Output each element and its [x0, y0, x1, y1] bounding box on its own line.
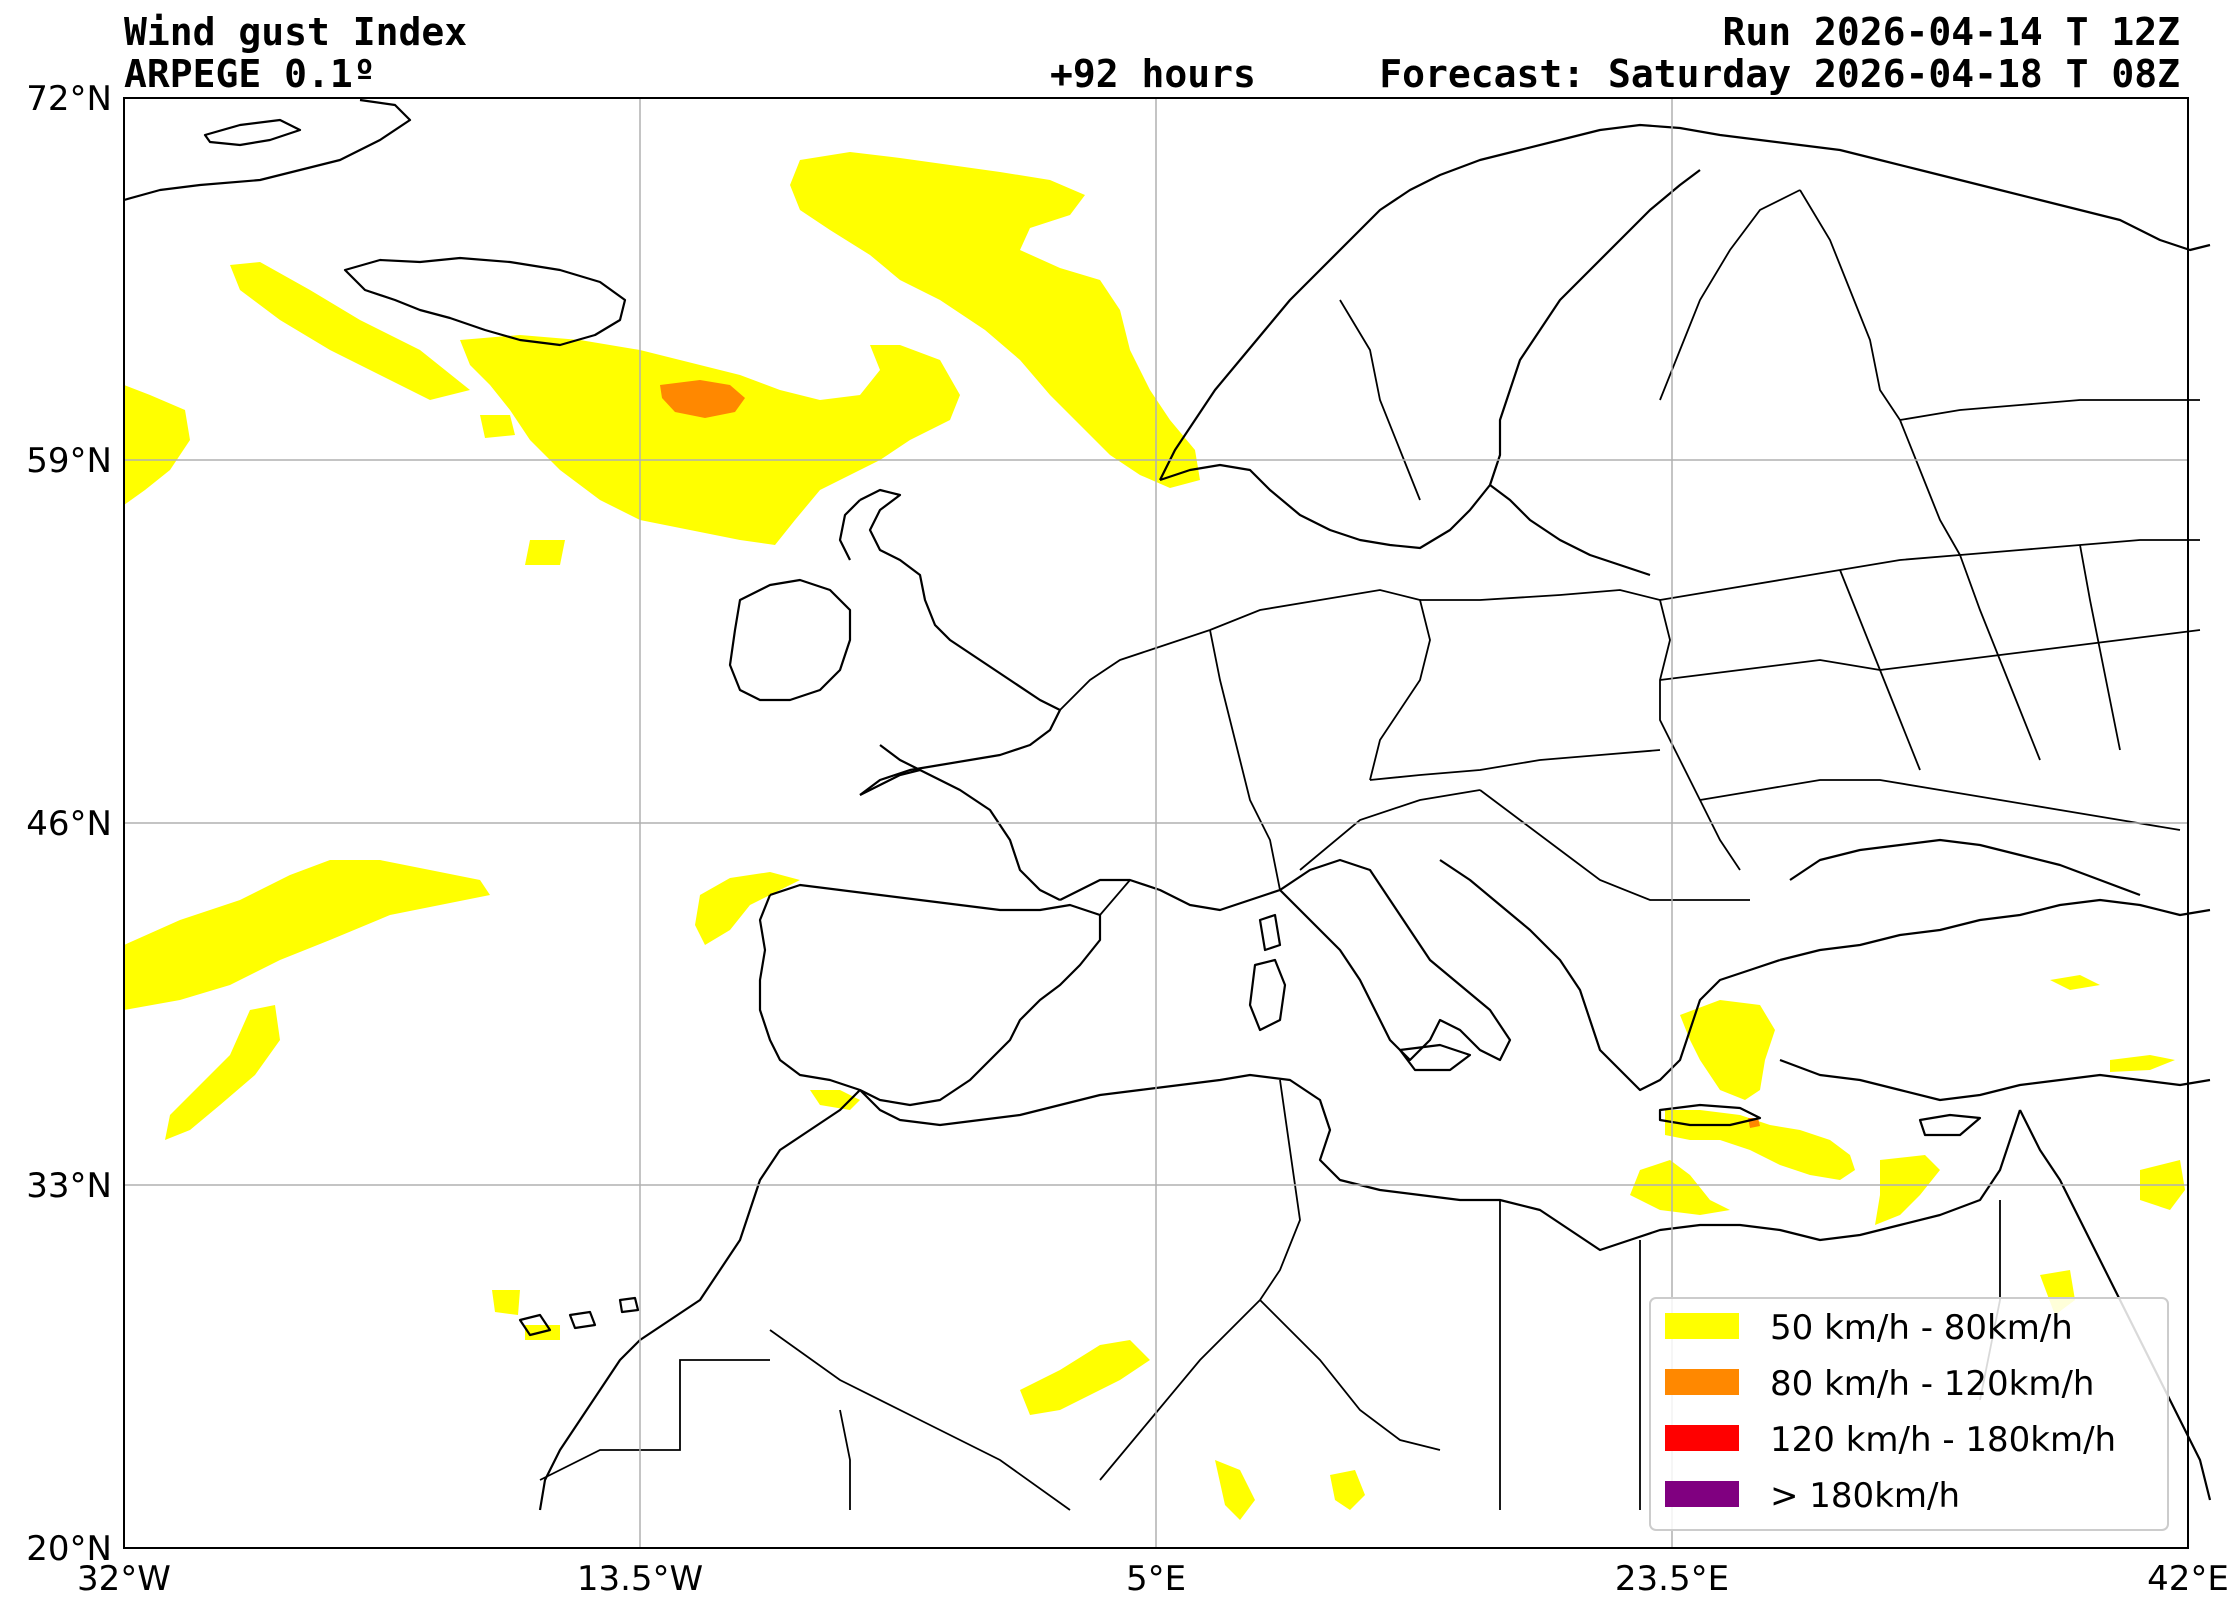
lat-tick-label: 33°N [26, 1166, 112, 1206]
map-title: Wind gust Index [124, 10, 468, 54]
legend-label: > 180km/h [1770, 1476, 1960, 1516]
legend-swatch-orange [1665, 1369, 1739, 1395]
lat-tick-label: 46°N [26, 804, 112, 844]
model-name: ARPEGE 0.1º [124, 52, 376, 96]
lon-tick-label: 32°W [77, 1559, 171, 1599]
legend-label: 120 km/h - 180km/h [1770, 1420, 2116, 1460]
legend-label: 80 km/h - 120km/h [1770, 1364, 2094, 1404]
legend-swatch-yellow [1665, 1313, 1739, 1339]
lat-tick-labels: 72°N 59°N 46°N 33°N 20°N [26, 79, 112, 1569]
lon-tick-label: 42°E [2147, 1559, 2229, 1599]
lon-tick-label: 23.5°E [1615, 1559, 1729, 1599]
legend: 50 km/h - 80km/h 80 km/h - 120km/h 120 k… [1649, 1297, 2169, 1531]
lon-tick-label: 5°E [1126, 1559, 1186, 1599]
legend-swatch-red [1665, 1425, 1739, 1451]
lat-tick-label: 20°N [26, 1529, 112, 1569]
gust-areas-orange [660, 380, 1760, 1128]
forecast-time: Forecast: Saturday 2026-04-18 T 08Z [1379, 52, 2180, 96]
country-borders [539, 189, 2201, 1511]
coastlines [123, 98, 2212, 1511]
run-time: Run 2026-04-14 T 12Z [1722, 10, 2180, 54]
lon-tick-labels: 32°W 13.5°W 5°E 23.5°E 42°E [77, 1559, 2229, 1599]
lat-tick-label: 72°N [26, 79, 112, 119]
legend-box [1649, 1297, 2169, 1531]
lat-tick-label: 59°N [26, 441, 112, 481]
legend-swatch-purple [1665, 1481, 1739, 1507]
legend-label: 50 km/h - 80km/h [1770, 1308, 2073, 1348]
map-frame [123, 97, 2189, 1549]
lon-tick-label: 13.5°W [577, 1559, 703, 1599]
gust-areas-yellow [124, 152, 2185, 1520]
lead-time: +92 hours [1050, 52, 1256, 96]
